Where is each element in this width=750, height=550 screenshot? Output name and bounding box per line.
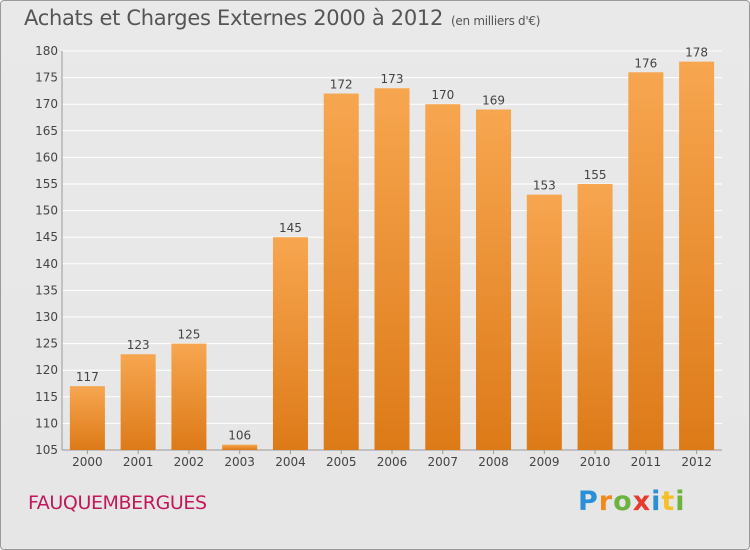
bar bbox=[222, 444, 258, 450]
data-label: 125 bbox=[177, 328, 200, 342]
logo-letter: i bbox=[675, 486, 686, 517]
y-tick-label: 170 bbox=[35, 97, 58, 111]
y-tick-label: 125 bbox=[35, 337, 58, 351]
y-tick-label: 135 bbox=[35, 283, 58, 297]
x-tick-label: 2006 bbox=[377, 455, 408, 469]
data-label: 170 bbox=[431, 88, 454, 102]
data-label: 117 bbox=[76, 370, 99, 384]
data-label: 176 bbox=[634, 56, 657, 70]
y-tick-label: 150 bbox=[35, 204, 58, 218]
y-tick-label: 180 bbox=[35, 44, 58, 58]
y-tick-label: 115 bbox=[35, 390, 58, 404]
x-tick-label: 2010 bbox=[580, 455, 611, 469]
chart-title-block: Achats et Charges Externes 2000 à 2012 (e… bbox=[24, 6, 540, 30]
x-tick-label: 2005 bbox=[326, 455, 357, 469]
y-tick-label: 155 bbox=[35, 177, 58, 191]
y-tick-label: 175 bbox=[35, 71, 58, 85]
bar bbox=[374, 88, 410, 451]
data-label: 106 bbox=[228, 429, 251, 443]
x-tick-label: 2012 bbox=[681, 455, 712, 469]
logo-letter: P bbox=[578, 486, 599, 517]
logo-letter: r bbox=[598, 486, 614, 517]
bar bbox=[628, 72, 664, 450]
y-tick-label: 145 bbox=[35, 230, 58, 244]
data-label: 155 bbox=[584, 168, 607, 182]
bar bbox=[272, 237, 308, 450]
x-tick-label: 2007 bbox=[427, 455, 458, 469]
chart-subtitle: (en milliers d'€) bbox=[451, 14, 541, 28]
y-tick-label: 120 bbox=[35, 363, 58, 377]
logo-letter: o bbox=[613, 486, 633, 517]
bar bbox=[526, 194, 562, 450]
chart-title: Achats et Charges Externes 2000 à 2012 bbox=[24, 6, 444, 30]
y-tick-label: 160 bbox=[35, 150, 58, 164]
data-label: 145 bbox=[279, 221, 302, 235]
data-label: 178 bbox=[685, 46, 708, 60]
data-label: 123 bbox=[127, 338, 150, 352]
bar bbox=[323, 93, 359, 450]
x-tick-label: 2011 bbox=[631, 455, 662, 469]
city-name: FAUQUEMBERGUES bbox=[28, 492, 207, 514]
x-tick-label: 2002 bbox=[174, 455, 205, 469]
data-label: 169 bbox=[482, 94, 505, 108]
x-tick-label: 2004 bbox=[275, 455, 306, 469]
logo-letter: i bbox=[651, 486, 662, 517]
x-tick-label: 2001 bbox=[123, 455, 154, 469]
x-tick-label: 2009 bbox=[529, 455, 560, 469]
bar bbox=[69, 386, 105, 450]
x-tick-label: 2003 bbox=[224, 455, 255, 469]
x-tick-label: 2000 bbox=[72, 455, 103, 469]
data-label: 173 bbox=[381, 72, 404, 86]
y-tick-label: 140 bbox=[35, 257, 58, 271]
y-tick-label: 110 bbox=[35, 416, 58, 430]
data-label: 172 bbox=[330, 78, 353, 92]
bar bbox=[679, 61, 715, 450]
logo-letter: t bbox=[661, 486, 676, 517]
bar bbox=[120, 354, 156, 450]
proxiti-logo: Proxiti bbox=[578, 486, 686, 517]
y-tick-label: 105 bbox=[35, 443, 58, 457]
bar bbox=[425, 104, 461, 450]
bar bbox=[476, 109, 512, 451]
bar bbox=[577, 184, 613, 450]
logo-letter: x bbox=[632, 486, 652, 517]
bar bbox=[171, 343, 207, 450]
y-tick-label: 130 bbox=[35, 310, 58, 324]
y-tick-label: 165 bbox=[35, 124, 58, 138]
x-tick-label: 2008 bbox=[478, 455, 509, 469]
data-label: 153 bbox=[533, 179, 556, 193]
